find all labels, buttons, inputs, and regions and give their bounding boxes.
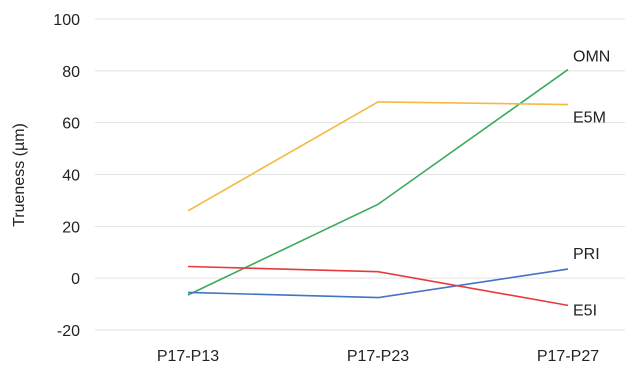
series-line-pri: [187, 268, 569, 299]
series-label-omn: OMN: [573, 49, 610, 66]
y-axis-ticks: 100 80 60 40 20 0 -20: [53, 12, 80, 340]
series-lines: [187, 68, 569, 307]
gridlines: [95, 18, 625, 331]
series-label-e5m: E5M: [573, 110, 606, 127]
y-tick-label: 80: [62, 64, 80, 81]
y-tick-label: 60: [62, 116, 80, 133]
y-axis-title: Trueness (µm): [11, 123, 28, 227]
x-axis-ticks: P17-P13 P17-P23 P17-P27: [157, 348, 599, 365]
series-label-pri: PRI: [573, 246, 600, 263]
y-tick-label: 100: [53, 12, 80, 29]
series-line-e5m: [187, 101, 569, 212]
x-tick-label: P17-P27: [537, 348, 599, 365]
series-line-e5i: [187, 265, 569, 307]
series-line-omn: [187, 68, 569, 296]
y-tick-label: 20: [62, 219, 80, 236]
y-tick-label: -20: [57, 323, 80, 340]
y-tick-label: 0: [71, 271, 80, 288]
x-tick-label: P17-P13: [157, 348, 219, 365]
series-labels: OMN E5M PRI E5I: [573, 49, 610, 320]
series-label-e5i: E5I: [573, 302, 597, 319]
y-tick-label: 40: [62, 168, 80, 185]
x-tick-label: P17-P23: [347, 348, 409, 365]
